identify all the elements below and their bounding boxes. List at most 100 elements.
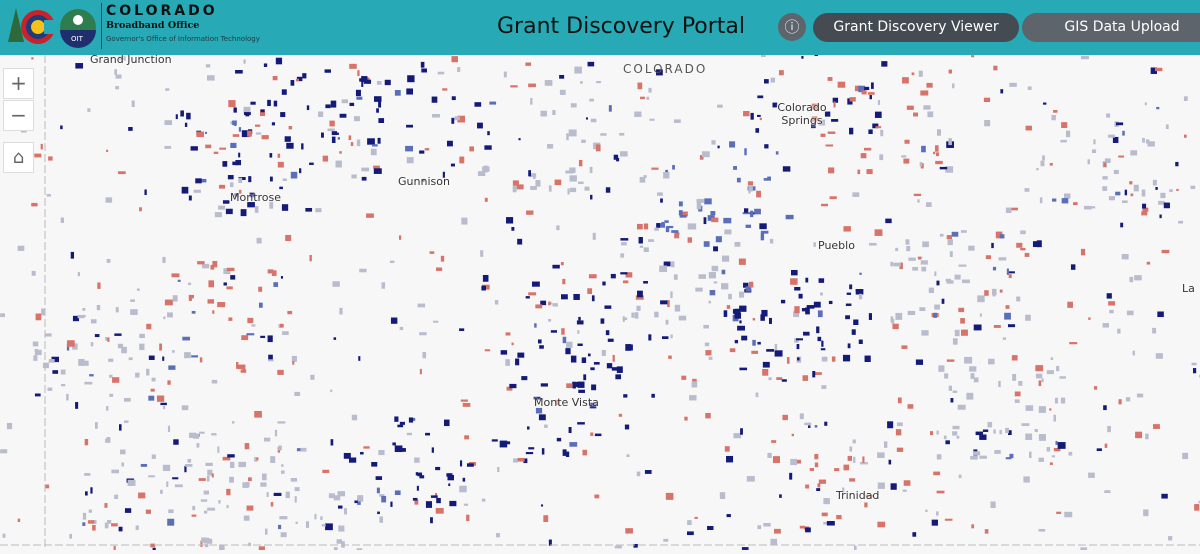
map-view[interactable] <box>0 25 1200 554</box>
coverage-area <box>766 349 775 352</box>
coverage-area <box>530 98 533 105</box>
coverage-area <box>506 386 513 391</box>
coverage-area <box>1011 355 1018 361</box>
coverage-area <box>359 268 367 273</box>
coverage-area <box>339 307 343 315</box>
coverage-area <box>539 345 544 349</box>
coverage-area <box>259 109 266 117</box>
coverage-area <box>1005 457 1012 460</box>
coverage-area <box>958 264 967 267</box>
coverage-area <box>290 477 297 482</box>
coverage-area <box>540 383 548 387</box>
coverage-area <box>82 522 86 526</box>
coverage-area <box>543 515 549 522</box>
info-button[interactable]: ⓘ <box>778 13 806 41</box>
coverage-area <box>509 383 517 389</box>
coverage-area <box>482 274 489 282</box>
coverage-area <box>984 290 989 296</box>
coverage-area <box>1027 86 1032 90</box>
coverage-area <box>489 101 497 105</box>
coverage-area <box>877 521 886 528</box>
coverage-area <box>1056 511 1062 514</box>
coverage-area <box>204 537 210 544</box>
coverage-area <box>82 308 86 311</box>
coverage-area <box>1043 102 1047 105</box>
coverage-area <box>547 144 554 149</box>
coverage-area <box>560 294 568 300</box>
coverage-area <box>1020 247 1026 251</box>
home-icon: ⌂ <box>12 147 25 168</box>
coverage-area <box>704 198 712 205</box>
coverage-area <box>728 293 732 300</box>
coverage-area <box>877 452 885 458</box>
coverage-area <box>77 272 80 277</box>
coverage-area <box>204 131 208 134</box>
coverage-area <box>760 314 765 321</box>
nav-gis-data-upload[interactable]: GIS Data Upload <box>1022 13 1200 42</box>
coverage-area <box>756 190 761 198</box>
coverage-area <box>451 56 459 63</box>
coverage-area <box>637 82 643 90</box>
coverage-area <box>265 528 268 535</box>
coverage-area <box>1168 536 1173 541</box>
zoom-in-button[interactable]: + <box>3 68 34 99</box>
coverage-area <box>513 458 518 463</box>
coverage-area <box>945 440 950 445</box>
coverage-area <box>92 524 96 531</box>
coverage-area <box>629 344 633 351</box>
coverage-area <box>247 130 252 137</box>
coverage-area <box>1144 102 1147 106</box>
coverage-area <box>521 376 528 381</box>
coverage-area <box>190 146 198 151</box>
coverage-area <box>607 338 614 342</box>
coverage-area <box>651 393 655 398</box>
coverage-area <box>950 398 954 403</box>
coverage-area <box>1061 122 1068 128</box>
coverage-area <box>1178 220 1184 224</box>
page-title: Grant Discovery Portal <box>497 14 746 39</box>
coverage-area <box>761 309 768 317</box>
coverage-area <box>1059 376 1066 379</box>
coverage-area <box>287 310 293 315</box>
coverage-area <box>861 90 867 95</box>
coverage-area <box>203 490 210 495</box>
coverage-area <box>186 112 191 120</box>
coverage-area <box>1063 193 1071 199</box>
coverage-area <box>711 265 719 272</box>
coverage-area <box>818 479 827 484</box>
coverage-area <box>827 131 836 134</box>
city-label: Colorado Springs <box>777 101 827 127</box>
coverage-area <box>824 111 831 117</box>
nav-grant-discovery-viewer[interactable]: Grant Discovery Viewer <box>813 13 1019 42</box>
coverage-area <box>1154 67 1163 72</box>
home-button[interactable]: ⌂ <box>3 142 34 173</box>
coverage-area <box>590 367 595 371</box>
coverage-area <box>75 63 84 69</box>
coverage-area <box>1009 453 1014 459</box>
coverage-area <box>833 101 836 108</box>
coverage-area <box>431 96 438 103</box>
coverage-area <box>781 379 787 382</box>
coverage-area <box>1080 55 1089 60</box>
coverage-area <box>895 312 903 320</box>
coverage-area <box>425 432 431 436</box>
coverage-area <box>814 372 822 375</box>
coverage-area <box>673 274 678 280</box>
coverage-area <box>202 263 210 269</box>
coverage-area <box>144 189 147 196</box>
coverage-area <box>238 152 241 158</box>
coverage-area <box>555 399 560 405</box>
coverage-area <box>866 169 873 175</box>
coverage-area <box>227 454 235 458</box>
coverage-area <box>621 242 627 246</box>
coverage-area <box>1034 429 1038 433</box>
coverage-area <box>282 178 287 181</box>
coverage-area <box>757 525 762 530</box>
coverage-area <box>1038 434 1046 441</box>
coverage-area <box>674 233 680 239</box>
coverage-area <box>540 300 547 306</box>
coverage-area <box>1182 452 1189 460</box>
coverage-area <box>534 323 537 328</box>
coverage-area <box>115 86 120 90</box>
zoom-out-button[interactable]: − <box>3 100 34 131</box>
